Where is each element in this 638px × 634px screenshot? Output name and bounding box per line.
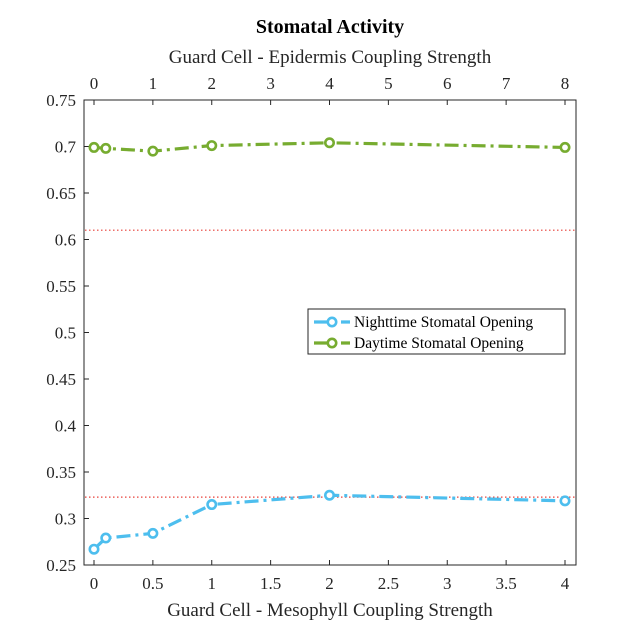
data-point <box>147 145 159 157</box>
legend-swatch-marker <box>326 316 338 328</box>
top-x-tick-label: 1 <box>149 74 158 93</box>
data-point <box>323 137 335 149</box>
y-tick-label: 0.45 <box>46 370 76 389</box>
y-tick-label: 0.7 <box>55 138 77 157</box>
top-x-tick-label: 5 <box>384 74 393 93</box>
data-point <box>206 499 218 511</box>
top-x-tick-label: 0 <box>90 74 99 93</box>
y-tick-label: 0.75 <box>46 91 76 110</box>
data-point <box>88 141 100 153</box>
x-tick-label: 1.5 <box>260 574 281 593</box>
axes: 0.250.30.350.40.450.50.550.60.650.70.750… <box>46 74 570 593</box>
legend-label: Nighttime Stomatal Opening <box>354 314 533 331</box>
y-tick-label: 0.65 <box>46 184 76 203</box>
legend-label: Daytime Stomatal Opening <box>354 335 524 352</box>
data-point <box>559 495 571 507</box>
x-tick-label: 0.5 <box>142 574 163 593</box>
x-tick-label: 4 <box>561 574 570 593</box>
y-tick-label: 0.35 <box>46 463 76 482</box>
legend-item: Nighttime Stomatal Opening <box>314 314 533 331</box>
top-x-tick-label: 4 <box>325 74 334 93</box>
top-axis-label: Guard Cell - Epidermis Coupling Strength <box>169 47 492 68</box>
data-point <box>206 140 218 152</box>
legend: Nighttime Stomatal Opening Daytime Stomat… <box>307 308 566 355</box>
data-point <box>100 532 112 544</box>
x-tick-label: 2 <box>325 574 334 593</box>
x-tick-label: 3.5 <box>496 574 517 593</box>
y-tick-label: 0.55 <box>46 277 76 296</box>
y-tick-label: 0.3 <box>55 510 76 529</box>
legend-box <box>307 308 566 355</box>
x-tick-label: 1 <box>208 574 217 593</box>
series-layer <box>88 137 571 555</box>
x-tick-label: 3 <box>443 574 452 593</box>
bottom-axis-label: Guard Cell - Mesophyll Coupling Strength <box>167 600 493 621</box>
top-x-tick-label: 3 <box>266 74 275 93</box>
x-tick-label: 0 <box>90 574 99 593</box>
top-x-tick-label: 8 <box>561 74 570 93</box>
y-tick-label: 0.5 <box>55 324 76 343</box>
y-tick-label: 0.6 <box>55 231 76 250</box>
top-x-tick-label: 7 <box>502 74 511 93</box>
data-point <box>100 142 112 154</box>
chart-title: Stomatal Activity <box>256 16 404 38</box>
legend-item: Daytime Stomatal Opening <box>314 335 524 352</box>
data-point <box>559 141 571 153</box>
data-point <box>323 489 335 501</box>
top-x-tick-label: 2 <box>208 74 217 93</box>
series-nighttime <box>88 489 571 555</box>
y-tick-label: 0.25 <box>46 556 76 575</box>
data-point <box>147 527 159 539</box>
series-daytime <box>88 137 571 157</box>
y-tick-label: 0.4 <box>55 417 77 436</box>
legend-swatch-marker <box>326 337 338 349</box>
x-tick-label: 2.5 <box>378 574 399 593</box>
top-x-tick-label: 6 <box>443 74 452 93</box>
data-point <box>88 543 100 555</box>
